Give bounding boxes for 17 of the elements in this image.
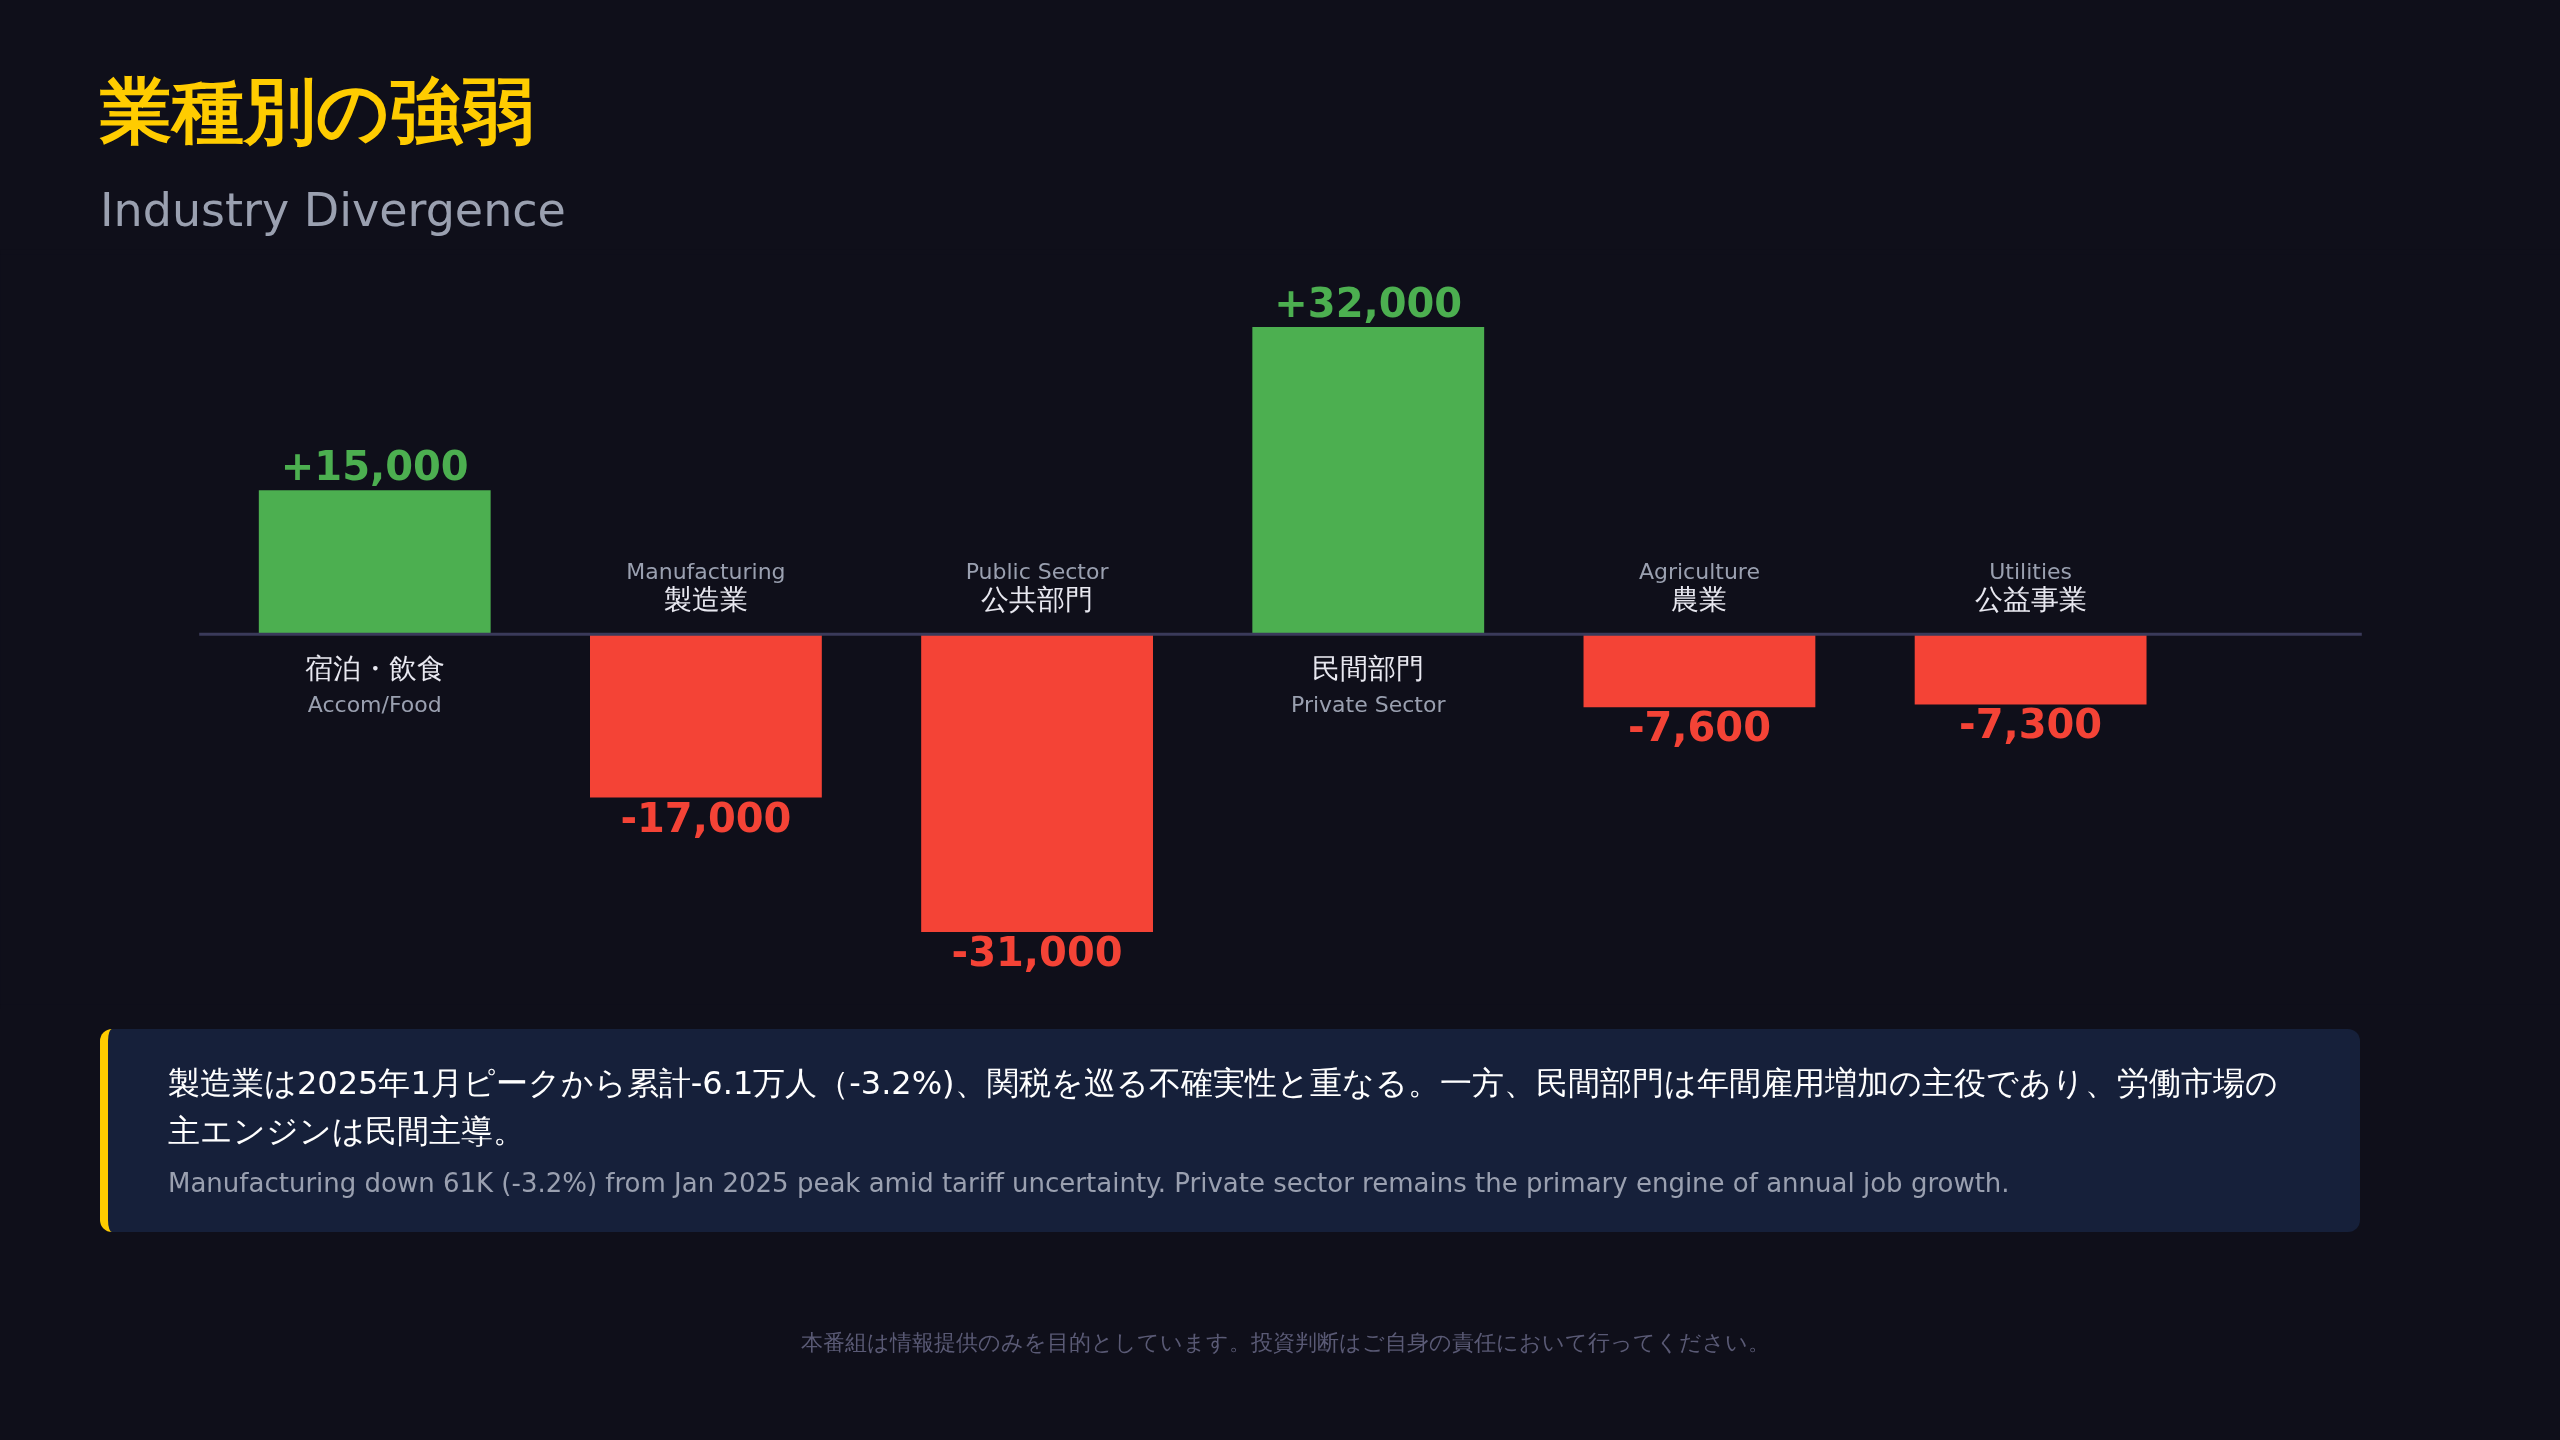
x-tick-label: 宿泊・飲食 Accom/Food — [304, 651, 445, 717]
data-label: -17,000 — [620, 794, 792, 841]
x-tick-label: Utilities 公益事業 — [1974, 558, 2087, 616]
data-label: -7,600 — [1627, 703, 1771, 750]
data-label: +32,000 — [1274, 279, 1463, 326]
chart-subtitle: Industry Divergence — [100, 181, 566, 239]
text: 製造業は2025年1月ピークから累計-6.1万人（-3.2%)、関税を巡る不確実性と重なる。一方、民間部門は年間雇用増加の主役であり、労働市場の主エンジンは民間主導。 — [168, 1062, 2279, 1152]
x-tick-label: Public Sector 公共部門 — [965, 558, 1110, 616]
data-label: -7,300 — [1959, 700, 2103, 747]
x-tick-label: Agriculture 農業 — [1638, 558, 1760, 616]
text: 本番組は情報提供のみを目的としています。投資判断はご自身の責任において行ってください。 — [800, 1328, 1770, 1357]
x-tick-label: 民間部門 Private Sector — [1291, 651, 1447, 717]
chart-title: 業種別の強弱 — [100, 68, 534, 155]
data-label: +15,000 — [280, 442, 469, 489]
data-label: -31,000 — [951, 928, 1123, 975]
text: Manufacturing down 61K (-3.2%) from Jan 2025 peak amid tariff uncertainty. Private sector remains the primary engine of annual job growth. — [168, 1166, 2011, 1200]
x-tick-label: Manufacturing 製造業 — [626, 558, 786, 616]
